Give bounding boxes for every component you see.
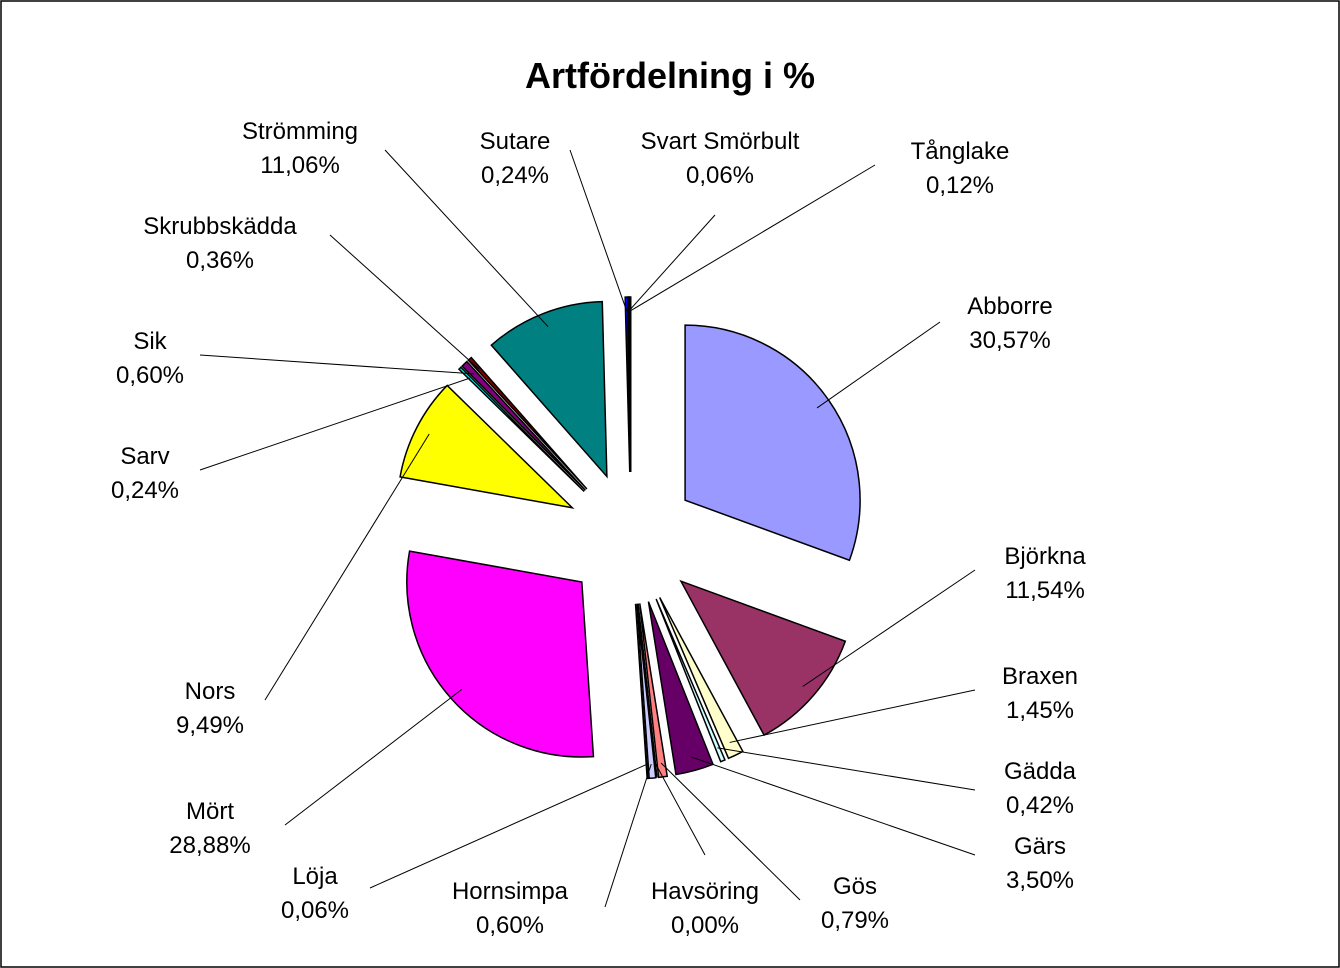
- slice-value-label: 9,49%: [176, 712, 244, 739]
- leader-line: [729, 689, 976, 743]
- slice-label: Strömming: [242, 118, 358, 145]
- slice-value-label: 1,45%: [1006, 697, 1074, 724]
- leader-line: [329, 234, 480, 370]
- slice-label: Hornsimpa: [452, 878, 569, 905]
- leader-line: [284, 688, 463, 826]
- slice-value-label: 11,54%: [1005, 577, 1085, 604]
- leader-line: [655, 763, 706, 856]
- leader-line: [690, 756, 976, 856]
- slice-label: Löja: [292, 863, 338, 890]
- slice-label: Sarv: [120, 443, 169, 470]
- slice-value-label: 0,24%: [481, 162, 549, 189]
- slice-value-label: 0,12%: [926, 172, 994, 199]
- leader-line: [660, 762, 801, 901]
- slice-value-label: 0,60%: [476, 912, 544, 939]
- slice-label: Gädda: [1004, 758, 1077, 785]
- slice-label: Sik: [133, 328, 167, 355]
- leader-line: [629, 164, 876, 312]
- slice-value-label: 0,06%: [686, 162, 754, 189]
- slice-value-label: 0,24%: [111, 477, 179, 504]
- chart-title: Artfördelning i %: [525, 55, 815, 96]
- pie-slice: [658, 597, 744, 760]
- pie-slice: [399, 384, 575, 509]
- slice-value-label: 30,57%: [969, 327, 1050, 354]
- slice-value-label: 0,06%: [281, 897, 349, 924]
- pie-slice: [637, 603, 658, 778]
- leader-line: [384, 149, 549, 328]
- slice-value-label: 0,36%: [186, 247, 254, 274]
- slice-label: Svart Smörbult: [641, 128, 800, 155]
- slice-label: Björkna: [1004, 543, 1086, 570]
- leader-line: [199, 377, 471, 471]
- pie-slice: [461, 360, 586, 491]
- leader-line: [264, 433, 430, 701]
- slice-label: Gärs: [1014, 833, 1066, 860]
- slice-label: Mört: [186, 798, 234, 825]
- slice-label: Braxen: [1002, 663, 1078, 690]
- slice-label: Havsöring: [651, 878, 759, 905]
- slice-value-label: 3,50%: [1006, 867, 1074, 894]
- leader-line: [369, 764, 647, 889]
- pie-slice: [636, 603, 657, 780]
- slice-value-label: 0,00%: [671, 912, 739, 939]
- leader-line: [604, 763, 652, 908]
- pie-slice: [457, 366, 585, 493]
- slice-label: Gös: [833, 873, 877, 900]
- pie-slice: [634, 603, 649, 780]
- slice-value-label: 0,60%: [116, 362, 184, 389]
- slice-label: Skrubbskädda: [143, 213, 297, 240]
- slice-label: Nors: [185, 678, 236, 705]
- slice-value-label: 11,06%: [260, 152, 340, 179]
- pie-slice: [406, 550, 595, 758]
- pie-slice: [490, 300, 608, 479]
- leader-line: [199, 354, 475, 375]
- pie-slice: [628, 296, 632, 473]
- pie-slice: [679, 579, 847, 737]
- slice-value-label: 28,88%: [169, 832, 250, 859]
- leader-line: [816, 321, 941, 409]
- slice-label: Abborre: [967, 293, 1052, 320]
- slice-value-label: 0,42%: [1006, 792, 1074, 819]
- leader-line: [717, 747, 976, 791]
- leader-line: [569, 149, 628, 312]
- slice-label: Sutare: [480, 128, 551, 155]
- slice-label: Tånglake: [911, 138, 1010, 165]
- leader-line: [802, 569, 976, 687]
- pie-slice: [655, 598, 726, 763]
- slice-value-label: 0,79%: [821, 907, 889, 934]
- leader-line: [628, 214, 716, 312]
